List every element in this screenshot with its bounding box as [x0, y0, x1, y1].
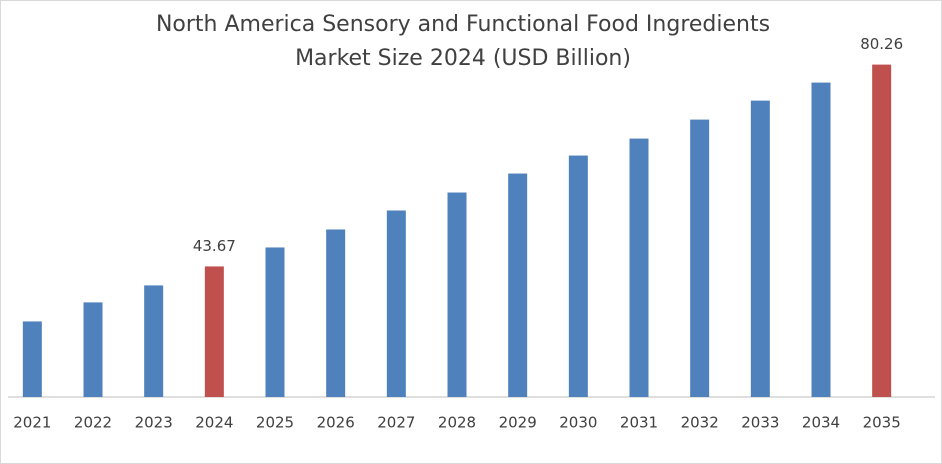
- x-tick-label: 2030: [559, 414, 597, 432]
- bar: [811, 82, 831, 398]
- bar: [447, 192, 467, 397]
- x-tick-label: 2026: [317, 414, 355, 432]
- x-tick-label: 2031: [620, 414, 658, 432]
- bar: [750, 100, 770, 398]
- x-tick-label: 2021: [13, 414, 51, 432]
- x-tick-label: 2022: [74, 414, 112, 432]
- chart-title: North America Sensory and Functional Foo…: [156, 12, 770, 37]
- x-tick-label: 2032: [681, 414, 719, 432]
- data-label: 43.67: [193, 237, 236, 255]
- x-tick-label: 2033: [741, 414, 779, 432]
- bar: [22, 321, 42, 397]
- bar: [872, 64, 892, 397]
- bar: [386, 210, 406, 397]
- x-tick-label: 2027: [377, 414, 415, 432]
- x-tick-label: 2029: [499, 414, 537, 432]
- bar: [326, 229, 346, 397]
- bar: [629, 138, 649, 398]
- bar: [690, 119, 710, 397]
- bar: [508, 173, 528, 397]
- bar: [144, 285, 164, 397]
- x-tick-label: 2024: [195, 414, 233, 432]
- bar: [83, 302, 103, 397]
- chart-title: Market Size 2024 (USD Billion): [295, 46, 631, 71]
- bar: [265, 247, 285, 397]
- bar: [204, 266, 224, 397]
- x-tick-label: 2023: [135, 414, 173, 432]
- x-tick-label: 2028: [438, 414, 476, 432]
- bar: [568, 155, 588, 397]
- x-tick-label: 2025: [256, 414, 294, 432]
- data-label: 80.26: [860, 35, 903, 53]
- x-tick-label: 2035: [863, 414, 901, 432]
- x-tick-label: 2034: [802, 414, 840, 432]
